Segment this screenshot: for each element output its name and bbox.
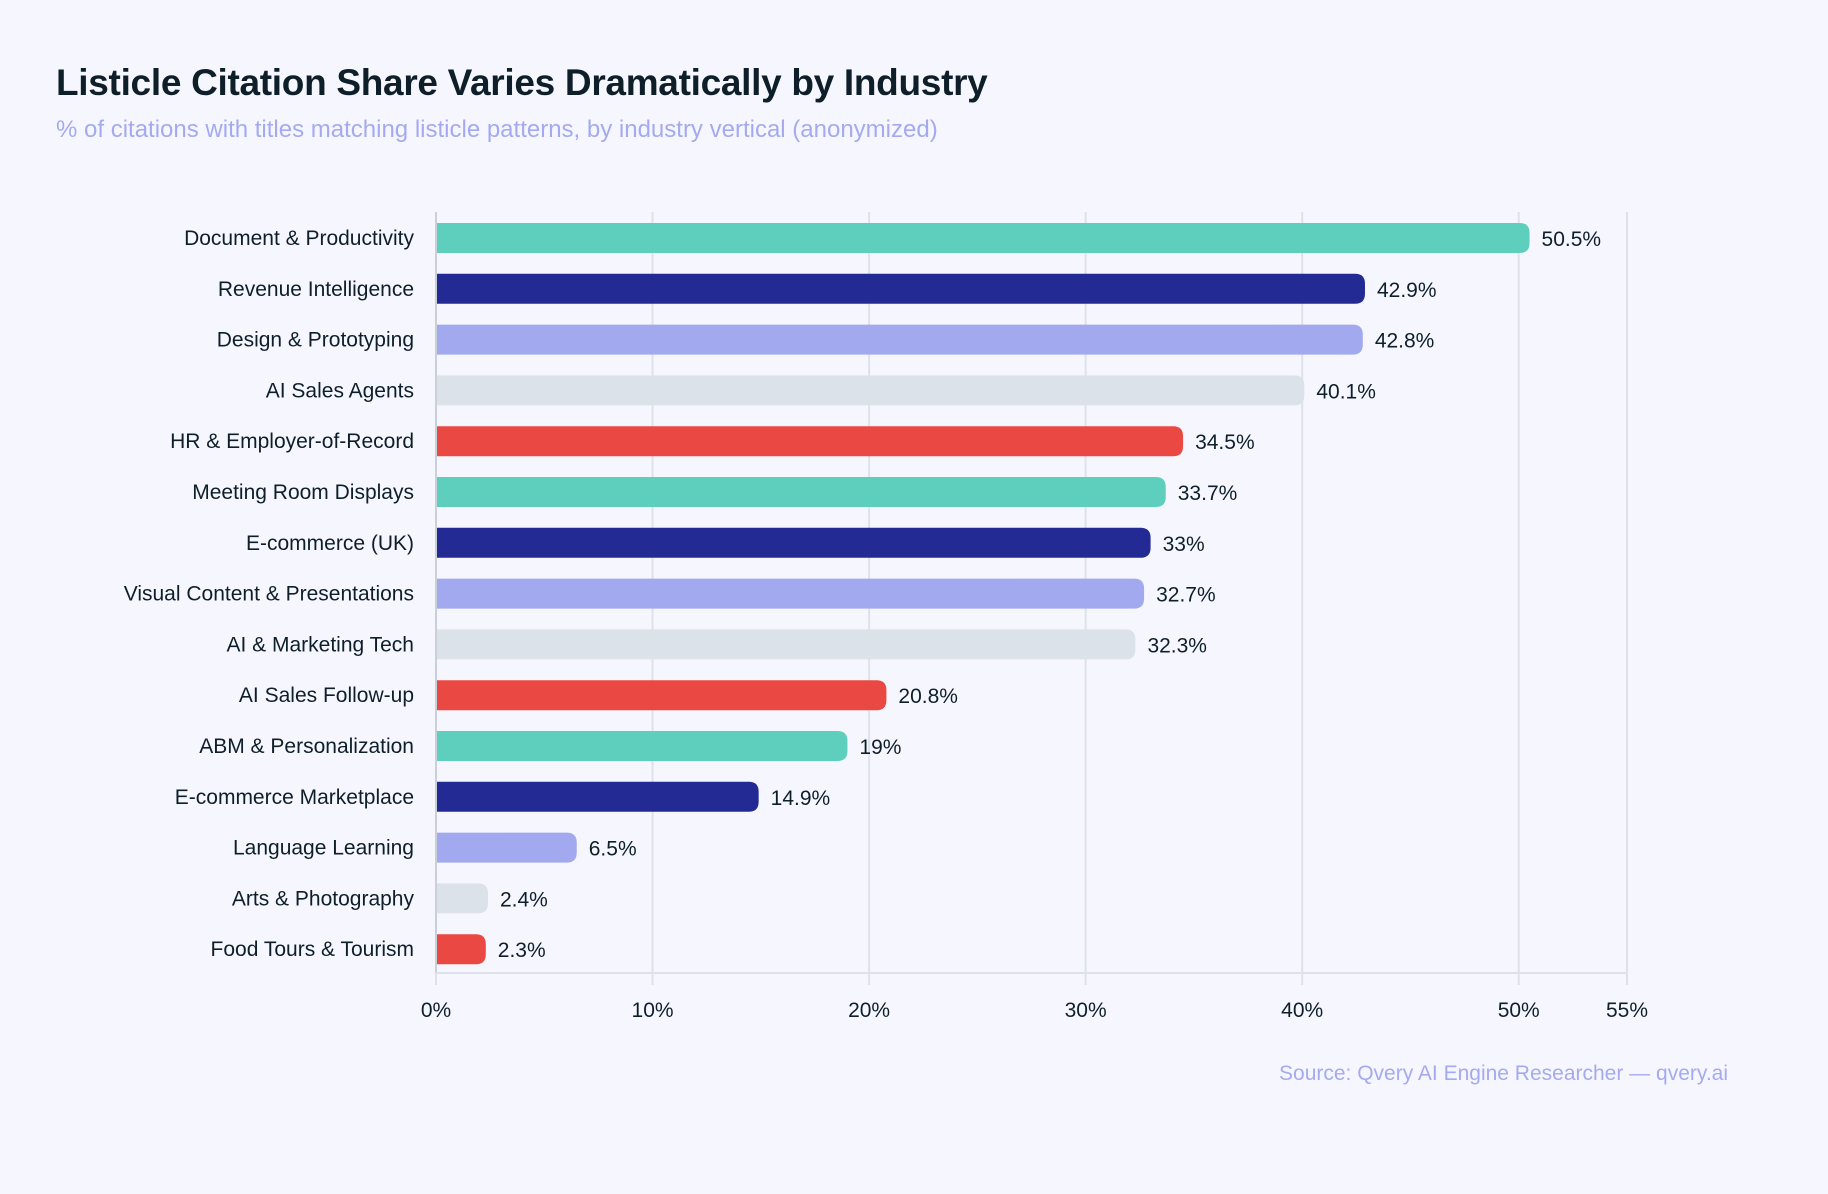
bar xyxy=(436,781,759,812)
value-label: 19% xyxy=(859,736,901,759)
value-label: 32.7% xyxy=(1156,584,1216,607)
x-tick-label: 0% xyxy=(421,999,451,1022)
chart-title: Listicle Citation Share Varies Dramatica… xyxy=(56,62,988,103)
category-label: AI Sales Agents xyxy=(266,379,414,402)
value-label: 42.9% xyxy=(1377,279,1437,302)
value-labels: 50.5% 42.9% 42.8% 40.1% 34.5% 33.7% 33% 32.7% 32… xyxy=(498,228,1601,962)
category-label: E-commerce Marketplace xyxy=(175,786,414,809)
x-tick-label: 50% xyxy=(1498,999,1540,1022)
category-label: HR & Employer-of-Record xyxy=(170,430,414,453)
category-label: Meeting Room Displays xyxy=(192,481,414,504)
tick-labels: 0% 10% 20% 30% 40% 50% 55% xyxy=(421,999,1648,1022)
axes xyxy=(435,212,1627,974)
category-label: ABM & Personalization xyxy=(199,735,414,758)
bar xyxy=(436,934,486,965)
value-label: 33% xyxy=(1163,533,1205,556)
x-tick-label: 20% xyxy=(848,999,890,1022)
bars xyxy=(436,223,1530,965)
value-label: 32.3% xyxy=(1147,634,1207,657)
chart-subtitle: % of citations with titles matching list… xyxy=(56,116,938,143)
value-label: 42.8% xyxy=(1375,330,1435,353)
value-label: 40.1% xyxy=(1316,380,1376,403)
bar xyxy=(436,731,848,761)
bar xyxy=(436,375,1305,406)
category-label: Document & Productivity xyxy=(184,227,414,250)
x-tick-label: 10% xyxy=(632,999,674,1022)
value-label: 20.8% xyxy=(898,685,958,708)
bar xyxy=(436,527,1151,558)
value-label: 34.5% xyxy=(1195,431,1255,454)
category-labels: Document & Productivity Revenue Intellige… xyxy=(124,227,415,961)
bar xyxy=(436,426,1184,457)
category-label: Revenue Intelligence xyxy=(218,278,414,301)
value-label: 2.3% xyxy=(498,939,546,962)
value-label: 33.7% xyxy=(1178,482,1238,505)
category-label: Design & Prototyping xyxy=(217,329,414,352)
bar xyxy=(436,223,1530,253)
bar xyxy=(436,477,1166,507)
category-label: AI & Marketing Tech xyxy=(226,633,414,656)
category-label: AI Sales Follow-up xyxy=(239,684,414,707)
bar xyxy=(436,629,1136,660)
bar xyxy=(436,883,488,914)
category-label: Food Tours & Tourism xyxy=(211,938,414,961)
value-label: 50.5% xyxy=(1542,228,1602,251)
value-label: 14.9% xyxy=(771,787,831,810)
category-label: Language Learning xyxy=(233,837,414,860)
category-label: Visual Content & Presentations xyxy=(124,583,414,606)
bar xyxy=(436,324,1363,355)
category-label: E-commerce (UK) xyxy=(246,532,414,555)
source-note: Source: Qvery AI Engine Researcher — qve… xyxy=(1279,1062,1728,1085)
bar xyxy=(436,680,887,711)
x-tick-label: 55% xyxy=(1606,999,1648,1022)
x-tick-label: 40% xyxy=(1281,999,1323,1022)
value-label: 6.5% xyxy=(589,838,637,861)
category-label: Arts & Photography xyxy=(232,887,415,910)
x-tick-label: 30% xyxy=(1065,999,1107,1022)
bar xyxy=(436,578,1145,609)
value-label: 2.4% xyxy=(500,888,548,911)
bar xyxy=(436,273,1365,304)
bar xyxy=(436,832,577,863)
